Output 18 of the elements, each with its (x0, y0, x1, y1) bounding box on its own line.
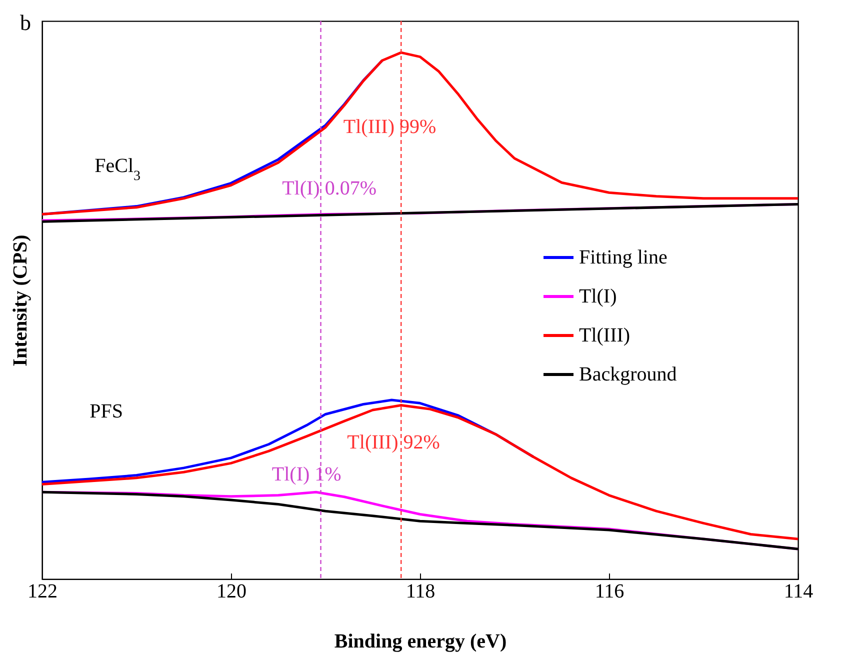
annotation: Tl(III) 99% (343, 116, 436, 138)
legend-label: Background (579, 364, 677, 386)
x-tick-label: 116 (594, 580, 624, 602)
x-tick-label: 118 (406, 580, 436, 602)
annotation: Tl(I) 1% (272, 464, 342, 486)
annotation: FeCl$_{3}$ (94, 155, 141, 184)
annotation: Tl(I) 0.07% (282, 177, 376, 200)
y-axis-title: Intensity (CPS) (10, 234, 32, 366)
legend-label: Tl(III) (579, 324, 630, 346)
x-tick-label: 114 (784, 580, 814, 602)
annotation: PFS (90, 400, 123, 423)
x-axis-title: Binding energy (eV) (334, 630, 507, 652)
legend-label: Tl(I) (579, 286, 617, 308)
x-tick-label: 120 (216, 580, 246, 602)
x-tick-label: 122 (28, 580, 58, 602)
annotation: Tl(III) 92% (347, 431, 440, 454)
text: b (20, 10, 31, 36)
legend-label: Fitting line (579, 246, 668, 268)
